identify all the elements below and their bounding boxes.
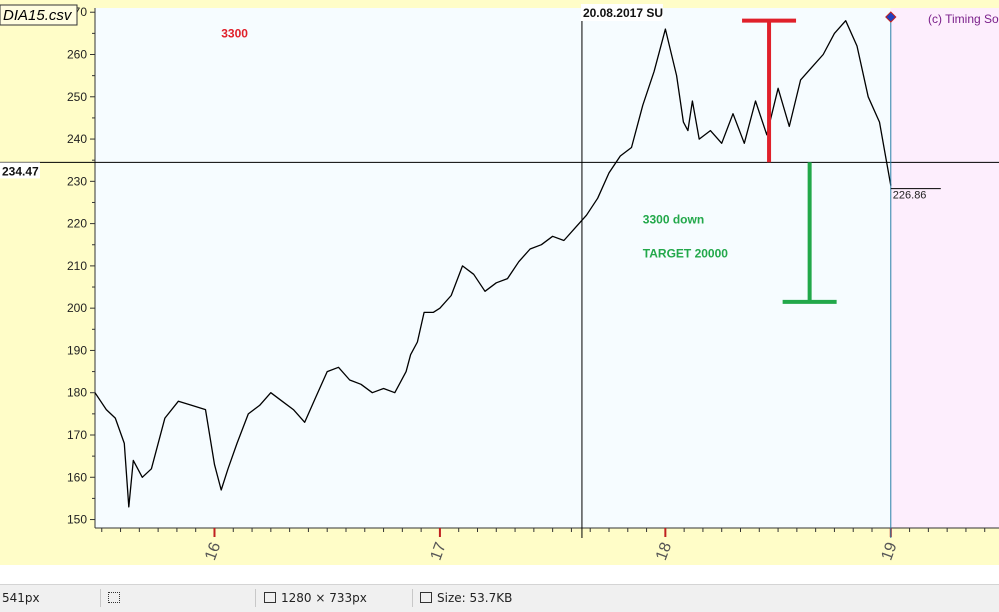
plot-background xyxy=(95,8,891,528)
copyright-label: (c) Timing So xyxy=(928,12,999,26)
y-tick-label: 200 xyxy=(67,301,87,315)
y-tick-label: 190 xyxy=(67,343,87,357)
y-tick-label: 150 xyxy=(67,513,87,527)
forecast-region xyxy=(890,8,999,528)
cursor-price-label: 234.47 xyxy=(2,164,39,178)
today-diamond-icon xyxy=(885,11,897,23)
status-divider xyxy=(255,589,256,607)
dimensions-label: 1280 × 733px xyxy=(281,591,367,605)
status-bar: 541px 1280 × 733px Size: 53.7KB xyxy=(0,584,999,612)
dimensions-item: 1280 × 733px xyxy=(264,591,367,605)
cursor-price-box xyxy=(0,162,40,179)
y-tick-label: 220 xyxy=(67,217,87,231)
cursor-date-box xyxy=(580,4,663,21)
size-item: Size: 53.7KB xyxy=(420,591,512,605)
y-tick-label: 170 xyxy=(67,428,87,442)
x-tick-label: 16 xyxy=(202,540,224,563)
chart-area[interactable]: 150160170180190200210220230240250260270 … xyxy=(0,0,999,565)
y-tick-label: 210 xyxy=(67,259,87,273)
y-tick-label: 180 xyxy=(67,386,87,400)
disk-icon xyxy=(420,592,432,603)
y-tick-label: 250 xyxy=(67,90,87,104)
annotation-text: 3300 xyxy=(221,27,248,41)
file-label: DIA15.csv xyxy=(3,7,73,24)
annotation-text: TARGET 20000 xyxy=(643,246,728,260)
selection-icon xyxy=(108,591,125,605)
cursor-date-label: 20.08.2017 SU xyxy=(583,6,663,20)
y-tick-label: 240 xyxy=(67,132,87,146)
cursor-position: 541px xyxy=(2,591,40,605)
price-chart[interactable]: 150160170180190200210220230240250260270 … xyxy=(0,0,999,565)
scroll-gap xyxy=(0,565,999,584)
size-label: Size: 53.7KB xyxy=(437,591,513,605)
dimensions-icon xyxy=(264,592,276,603)
x-axis-band xyxy=(95,528,999,565)
annotation-text: 3300 down xyxy=(643,213,704,227)
x-tick-label: 18 xyxy=(653,540,675,563)
y-tick-label: 230 xyxy=(67,174,87,188)
last-price-label: 226.86 xyxy=(893,190,927,202)
y-tick-label: 260 xyxy=(67,48,87,62)
y-tick-label: 160 xyxy=(67,470,87,484)
status-divider xyxy=(100,589,101,607)
x-tick-label: 19 xyxy=(879,540,901,563)
x-tick-label: 17 xyxy=(428,540,450,563)
price-line xyxy=(94,20,892,508)
file-label-box xyxy=(0,4,78,26)
status-divider xyxy=(412,589,413,607)
